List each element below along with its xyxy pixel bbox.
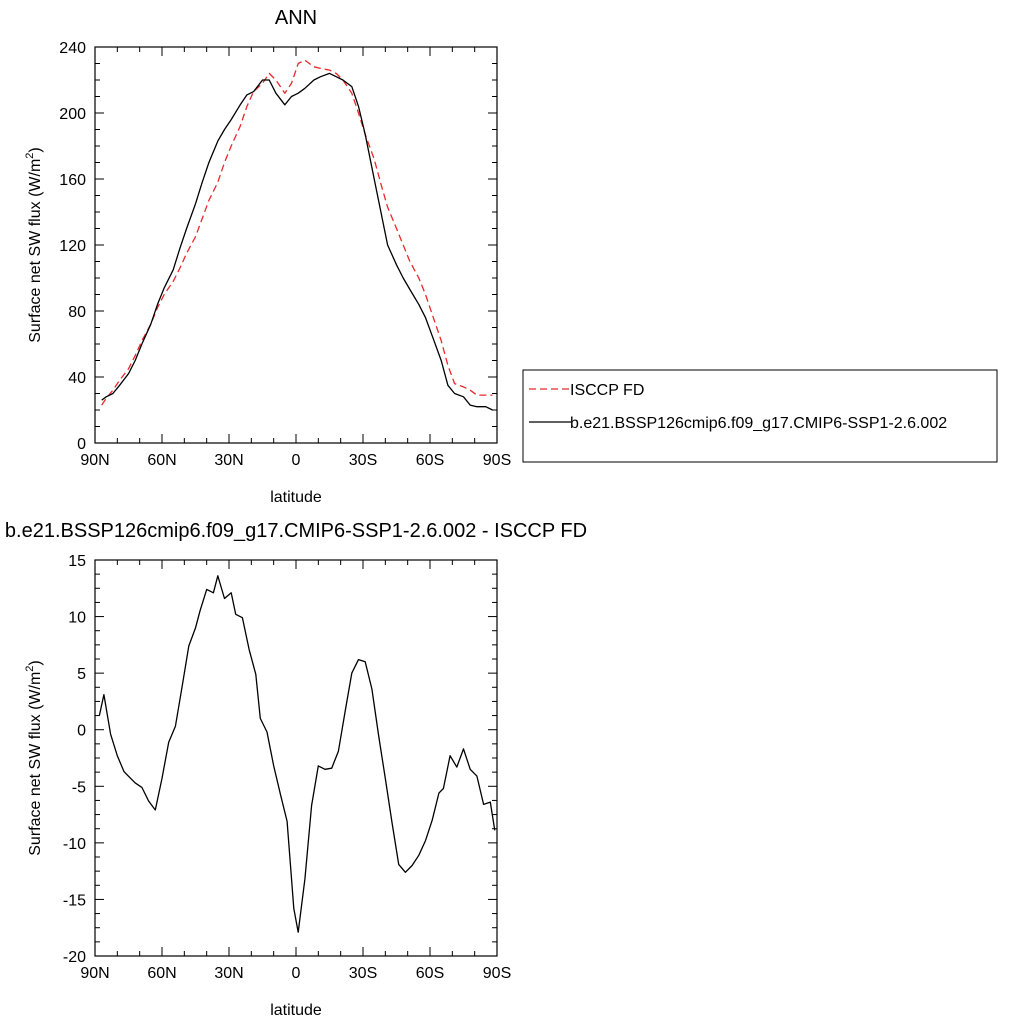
y-tick-label: -20 — [63, 949, 86, 966]
x-tick-label: 60N — [147, 452, 176, 469]
legend: ISCCP FD b.e21.BSSP126cmip6.f09_g17.CMIP6… — [522, 369, 998, 463]
legend-label: b.e21.BSSP126cmip6.f09_g17.CMIP6-SSP1-2.… — [570, 415, 947, 432]
y-tick-label: -15 — [63, 892, 86, 909]
x-tick-label: 30N — [214, 452, 243, 469]
y-tick-label: 40 — [68, 370, 86, 387]
y-axis-label: Surface net SW flux (W/m2) — [24, 660, 44, 856]
series-line-model — [98, 575, 496, 933]
top-chart: ANN 90N 60N 30N 0 30S 60S 90S 0 40 80 120 160 200 240 l… — [24, 7, 511, 506]
x-tick-label: 90N — [80, 965, 109, 982]
y-axis-label: Surface net SW flux (W/m2) — [24, 147, 44, 343]
x-tick-label: 90N — [80, 452, 109, 469]
y-tick-label: 80 — [68, 304, 86, 321]
y-tick-label: 5 — [77, 666, 86, 683]
legend-label: ISCCP FD — [570, 382, 644, 399]
x-tick-label: 30S — [349, 965, 377, 982]
legend-box — [522, 369, 998, 463]
x-tick-label: 60S — [416, 452, 444, 469]
y-tick-label: 15 — [68, 553, 86, 570]
y-tick-label: 200 — [59, 106, 86, 123]
y-tick-label: 160 — [59, 172, 86, 189]
y-tick-label: 10 — [68, 610, 86, 627]
chart-title: b.e21.BSSP126cmip6.f09_g17.CMIP6-SSP1-2.… — [5, 520, 587, 542]
series-line-isccp — [101, 59, 493, 406]
y-tick-label: -5 — [72, 779, 86, 796]
plot-frame — [94, 559, 498, 957]
plot-frame — [94, 46, 498, 444]
bottom-chart: b.e21.BSSP126cmip6.f09_g17.CMIP6-SSP1-2.… — [5, 520, 587, 1019]
x-tick-label: 0 — [292, 965, 301, 982]
x-tick-label: 90S — [483, 965, 511, 982]
y-tick-label: 240 — [59, 40, 86, 57]
chart-title: ANN — [275, 7, 317, 29]
y-tick-label: 120 — [59, 238, 86, 255]
y-tick-label: 0 — [77, 436, 86, 453]
x-tick-label: 60N — [147, 965, 176, 982]
x-tick-label: 30N — [214, 965, 243, 982]
series-line-model — [101, 72, 493, 411]
x-tick-label: 90S — [483, 452, 511, 469]
x-axis-label: latitude — [270, 489, 322, 506]
x-tick-label: 0 — [292, 452, 301, 469]
x-tick-label: 30S — [349, 452, 377, 469]
x-tick-label: 60S — [416, 965, 444, 982]
x-axis-label: latitude — [270, 1002, 322, 1019]
y-tick-label: 0 — [77, 723, 86, 740]
y-tick-label: -10 — [63, 836, 86, 853]
